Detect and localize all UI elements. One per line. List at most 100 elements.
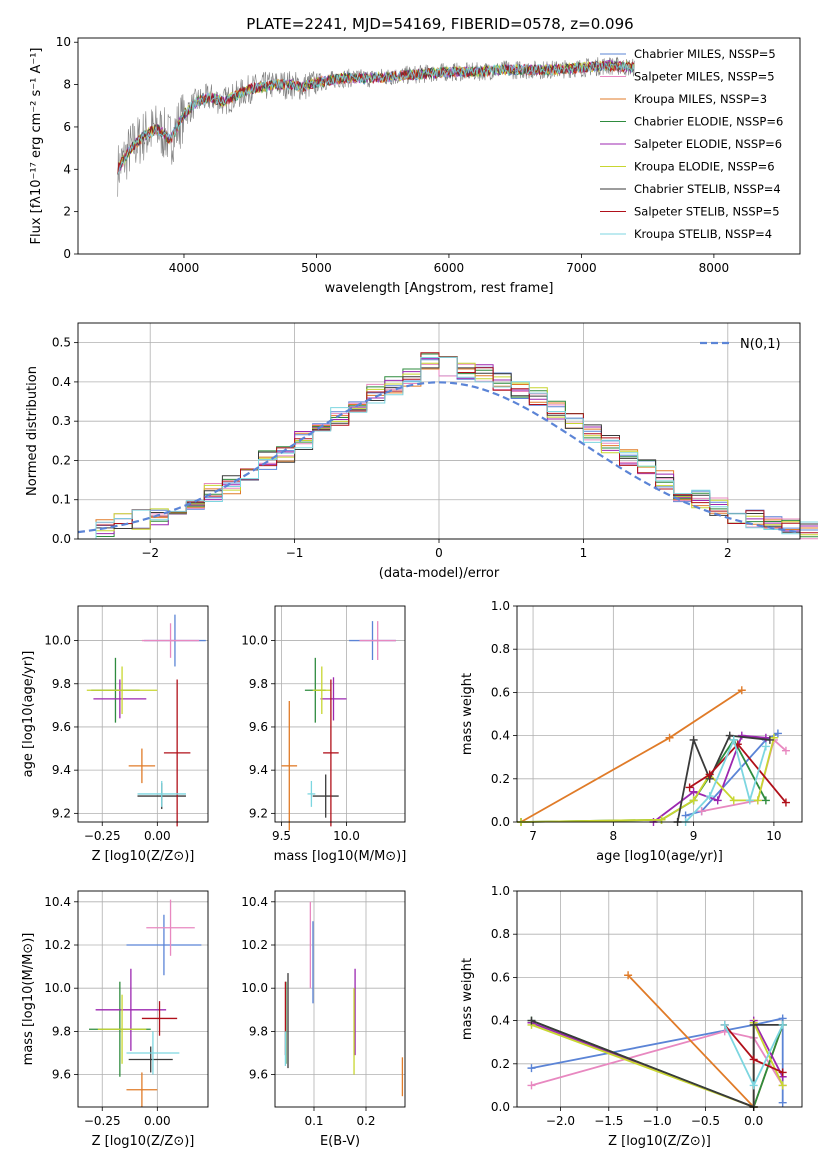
x-tick-label: 9 <box>690 829 698 843</box>
y-tick-label: 9.4 <box>249 763 268 777</box>
mass_vs_Z-grid <box>78 891 208 1107</box>
y-tick-label: 9.6 <box>52 720 71 734</box>
y-tick-label: 0.4 <box>52 375 71 389</box>
mass-weight-point <box>689 796 698 805</box>
age_vs_mass-grid <box>275 606 405 822</box>
mass-weight-point <box>725 731 734 740</box>
y-axis-label: age [log10(age/yr)] <box>21 651 36 778</box>
y-axis-label: Normed distribution <box>25 366 40 496</box>
mass-weight-point <box>527 1081 536 1090</box>
mass-weight-point <box>749 1055 758 1064</box>
x-tick-label: 7000 <box>566 261 597 275</box>
y-tick-label: 0.2 <box>491 1057 510 1071</box>
mass-weight-point <box>737 731 746 740</box>
spectrum-marks <box>117 56 635 197</box>
mass_vs_ebv-marks <box>284 901 404 1097</box>
y-axis-label: mass [log10(M/M⊙)] <box>21 933 36 1066</box>
mass-weight-point <box>720 1020 729 1029</box>
x-tick-label: 1 <box>580 546 588 560</box>
age_vs_Z-frame <box>77 605 209 823</box>
mass-weight-point <box>527 1064 536 1073</box>
mass-weight-point <box>527 1016 536 1025</box>
legend-entry: Chabrier ELODIE, NSSP=6 <box>634 115 783 129</box>
x-axis-label: Z [log10(Z/Z⊙)] <box>608 1134 711 1149</box>
y-tick-label: 9.8 <box>52 1024 71 1038</box>
y-tick-label: 0.6 <box>491 685 510 699</box>
residuals-panel: −2 −1 0 1 2 0.0 0.1 0.2 0.3 0.4 0.5 (data-model)/er… <box>25 322 818 581</box>
legend-entry: Chabrier STELIB, NSSP=4 <box>634 182 781 196</box>
y-tick-label: 0.3 <box>52 414 71 428</box>
mass-weight-point <box>624 971 633 980</box>
y-tick-label: 9.8 <box>249 1024 268 1038</box>
y-tick-label: 10.4 <box>44 895 71 909</box>
mass-weight-point <box>778 1098 787 1107</box>
y-tick-label: 10.2 <box>241 938 268 952</box>
model-spectrum-line <box>117 60 635 175</box>
y-tick-label: 2 <box>63 205 71 219</box>
age_vs_mass-panel: 9.5 10.0 9.2 9.4 9.6 9.8 10.0 mass [log10(M/M⊙)… <box>241 605 406 864</box>
mass-weight-point <box>778 1081 787 1090</box>
y-tick-label: 0.8 <box>491 642 510 656</box>
mass-weight-point <box>781 798 790 807</box>
mass-weight-line <box>531 1019 783 1109</box>
mass-weight-point <box>749 1020 758 1029</box>
y-tick-label: 0.0 <box>52 532 71 546</box>
mass_vs_Z-panel: −0.25 0.00 9.6 9.8 10.0 10.2 10.4 Z [log10(Z/Z⊙… <box>21 890 209 1149</box>
mass-weight-line <box>689 742 787 804</box>
mass-weight-point <box>729 735 738 744</box>
massweight_vs_age-frame <box>516 605 803 823</box>
mass_vs_Z-frame <box>77 890 209 1108</box>
mass-weight-point <box>749 1081 758 1090</box>
model-spectrum-line <box>117 61 635 175</box>
y-tick-label: 10 <box>56 35 71 49</box>
gaussian-curve <box>77 381 801 534</box>
massweight_vs_Z-panel: −2.0 −1.5 −1.0 −0.5 0.0 0.0 0.2 0.4 0.6 0.8 1.0 Z [… <box>460 884 803 1149</box>
x-axis-label: Z [log10(Z/Z⊙)] <box>92 849 195 864</box>
x-axis-label: Z [log10(Z/Z⊙)] <box>92 1134 195 1149</box>
y-tick-label: 0.1 <box>52 493 71 507</box>
x-tick-label: 0.00 <box>144 1114 171 1128</box>
y-tick-label: 0.5 <box>52 336 71 350</box>
legend-entry: Chabrier MILES, NSSP=5 <box>634 47 776 61</box>
residuals-marks <box>77 352 818 540</box>
age_vs_Z-panel: −0.25 0.00 9.2 9.4 9.6 9.8 10.0 Z [log10(Z/Z⊙)]… <box>21 605 209 864</box>
x-tick-label: 8 <box>610 829 618 843</box>
age_vs_mass-marks <box>281 621 396 831</box>
mass-weight-point <box>697 807 706 816</box>
age_vs_Z-marks <box>86 614 206 827</box>
legend-entry: Salpeter ELODIE, NSSP=6 <box>634 137 782 151</box>
spectrum-panel: 4000 5000 6000 7000 8000 0 2 4 6 8 10 wavelength [A… <box>29 35 801 296</box>
mass-weight-line <box>531 1017 784 1103</box>
x-tick-label: −0.25 <box>84 1114 121 1128</box>
y-tick-label: 10.0 <box>44 634 71 648</box>
mass-weight-point <box>745 796 754 805</box>
y-tick-label: 10.0 <box>241 981 268 995</box>
age_vs_mass-frame <box>274 605 406 823</box>
mass-weight-point <box>737 686 746 695</box>
y-tick-label: 0 <box>63 247 71 261</box>
mass-weight-point <box>761 742 770 751</box>
x-tick-label: 7 <box>529 829 537 843</box>
spectrum-frame <box>77 37 801 255</box>
mass-weight-point <box>778 1020 787 1029</box>
y-axis-label: mass weight <box>460 958 475 1040</box>
x-axis-label: (data-model)/error <box>379 566 500 581</box>
massweight_vs_Z-marks <box>527 971 787 1111</box>
y-tick-label: 10.0 <box>44 981 71 995</box>
mass-weight-point <box>665 733 674 742</box>
spectrum-legend: Chabrier MILES, NSSP=5 Salpeter MILES, NS… <box>600 47 783 241</box>
y-tick-label: 10.2 <box>44 938 71 952</box>
y-tick-label: 9.6 <box>249 720 268 734</box>
mass-weight-point <box>689 735 698 744</box>
mass-weight-point <box>769 733 778 742</box>
y-tick-label: 6 <box>63 120 71 134</box>
x-tick-label: −2 <box>141 546 159 560</box>
massweight_vs_Z-frame <box>516 890 803 1108</box>
legend-entry: Salpeter STELIB, NSSP=5 <box>634 205 780 219</box>
legend-entry: Salpeter MILES, NSSP=5 <box>634 70 775 84</box>
x-tick-label: −0.5 <box>691 1114 720 1128</box>
mass_vs_Z-marks <box>89 899 202 1107</box>
y-axis-label: mass weight <box>460 673 475 755</box>
